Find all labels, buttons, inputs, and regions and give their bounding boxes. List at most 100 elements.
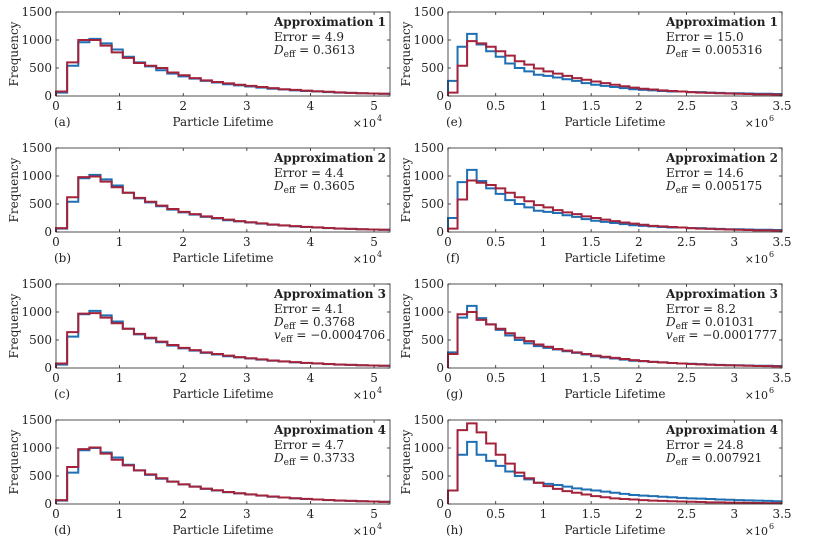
annotation-line: Error = 14.6	[666, 166, 744, 180]
approximation-title: Approximation 2	[273, 151, 386, 165]
x-tick-label: 5	[370, 371, 378, 385]
annotation-symbol: D	[273, 451, 284, 465]
x-tick-label: 5	[370, 507, 378, 521]
x-tick-label: 1	[116, 235, 124, 249]
axes-box	[447, 419, 783, 505]
annotation-value: 4.1	[325, 302, 344, 316]
y-tick-label: 1000	[413, 441, 444, 455]
annotation-symbol: D	[273, 315, 284, 329]
x-tick-label: 1.5	[582, 235, 601, 249]
x-tick-label: 3	[730, 507, 738, 521]
x-tick-label: 0.5	[486, 235, 505, 249]
annotation-equals: =	[687, 179, 705, 193]
annotation-symbol: Error	[666, 438, 699, 452]
y-tick-label: 1000	[413, 169, 444, 183]
annotation-subscript: eff	[284, 458, 296, 468]
y-tick-label: 1000	[413, 305, 444, 319]
x-tick-label: 3	[243, 99, 251, 113]
x-tick-label: 2	[635, 99, 643, 113]
plot-area	[448, 12, 782, 96]
x-tick-label: 2.5	[677, 99, 696, 113]
annotation-value: −0.0001777	[702, 328, 777, 342]
y-tick-label: 1500	[413, 5, 444, 19]
x-multiplier-exponent: 4	[377, 250, 382, 259]
x-axis-label: Particle Lifetime	[172, 523, 273, 537]
axes-box	[55, 283, 391, 369]
x-axis-label: Particle Lifetime	[564, 115, 665, 129]
y-tick-label: 1500	[413, 413, 444, 427]
x-tick-label: 0.5	[486, 507, 505, 521]
annotation-symbol: D	[665, 43, 676, 57]
histogram-series-red	[447, 311, 782, 368]
annotation-value: 4.9	[325, 30, 344, 44]
approximation-title: Approximation 3	[273, 287, 386, 301]
x-tick-label: 1	[116, 371, 124, 385]
x-tick-label: 1	[116, 99, 124, 113]
histogram-series-red	[55, 175, 390, 232]
plot-area	[448, 420, 782, 504]
annotation-value: 0.005316	[705, 43, 762, 57]
axes-box	[55, 419, 391, 505]
y-axis-label: Frequency	[7, 429, 21, 494]
annotation-equals: =	[295, 315, 313, 329]
annotation-subscript: eff	[284, 50, 296, 60]
x-tick-label: 1	[116, 507, 124, 521]
approximation-title: Approximation 3	[665, 287, 778, 301]
annotation-equals: =	[685, 328, 703, 342]
x-tick-label: 0	[444, 235, 452, 249]
y-tick-label: 0	[436, 225, 444, 239]
annotation-value: 0.007921	[705, 451, 762, 465]
annotation-line: Error = 4.7	[274, 438, 344, 452]
x-tick-label: 3.5	[772, 371, 791, 385]
x-tick-label: 0	[444, 507, 452, 521]
annotation-symbol: D	[665, 451, 676, 465]
annotation-subscript: eff	[284, 322, 296, 332]
annotation-value: 4.7	[325, 438, 344, 452]
approximation-title: Approximation 1	[665, 15, 778, 29]
annotation-symbol: Error	[274, 438, 307, 452]
x-tick-label: 2	[179, 99, 187, 113]
axes-box	[447, 147, 783, 233]
y-tick-label: 1500	[413, 277, 444, 291]
y-tick-label: 500	[421, 197, 444, 211]
panel-label: (g)	[446, 387, 463, 401]
annotation-value: 0.01031	[705, 315, 755, 329]
annotation-subscript: eff	[284, 186, 296, 196]
panel-label: (d)	[54, 523, 71, 537]
annotation-equals: =	[307, 166, 325, 180]
annotation-equals: =	[307, 438, 325, 452]
y-tick-label: 0	[44, 361, 52, 375]
histogram-series-red	[55, 446, 390, 504]
annotation-value: 15.0	[717, 30, 744, 44]
y-tick-label: 1500	[21, 5, 52, 19]
plot-area	[448, 284, 782, 368]
x-tick-label: 3	[243, 235, 251, 249]
annotation-line: Error = 15.0	[666, 30, 744, 44]
annotation-symbol: D	[665, 315, 676, 329]
y-tick-label: 0	[44, 225, 52, 239]
x-tick-label: 2	[179, 507, 187, 521]
x-tick-label: 3	[730, 235, 738, 249]
x-tick-label: 0.5	[486, 99, 505, 113]
x-tick-label: 1.5	[582, 507, 601, 521]
histogram-series-red	[447, 179, 782, 232]
y-tick-label: 1500	[21, 413, 52, 427]
x-multiplier-exponent: 4	[377, 114, 382, 123]
x-tick-label: 3	[730, 99, 738, 113]
annotation-symbol: D	[665, 179, 676, 193]
annotation-line: Deff = 0.01031	[665, 315, 755, 332]
y-tick-label: 500	[421, 469, 444, 483]
y-axis-label: Frequency	[7, 157, 21, 222]
annotation-value: 0.3768	[313, 315, 355, 329]
annotation-line: veff = −0.0004706	[274, 328, 385, 345]
approximation-title: Approximation 1	[273, 15, 386, 29]
annotation-equals: =	[699, 302, 717, 316]
annotation-symbol: v	[274, 328, 281, 342]
x-multiplier: ×10	[745, 117, 768, 130]
annotation-equals: =	[687, 43, 705, 57]
y-tick-label: 1500	[21, 141, 52, 155]
